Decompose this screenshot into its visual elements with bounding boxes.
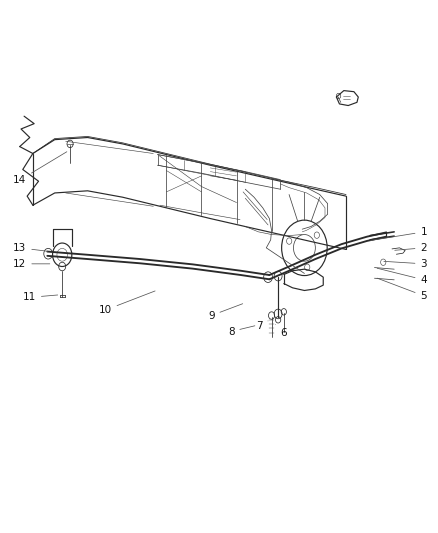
Text: 14: 14	[13, 152, 67, 185]
Text: 10: 10	[99, 291, 155, 315]
Text: 1: 1	[371, 227, 427, 240]
Text: 8: 8	[228, 326, 255, 336]
Text: 9: 9	[208, 304, 243, 320]
Text: 5: 5	[377, 278, 427, 301]
Text: 3: 3	[384, 259, 427, 269]
Text: 4: 4	[377, 268, 427, 285]
Text: 6: 6	[276, 325, 287, 338]
Text: 12: 12	[13, 259, 50, 269]
Text: 2: 2	[395, 243, 427, 253]
Text: 7: 7	[256, 321, 268, 331]
Text: 11: 11	[23, 293, 58, 302]
Text: 13: 13	[13, 243, 48, 253]
